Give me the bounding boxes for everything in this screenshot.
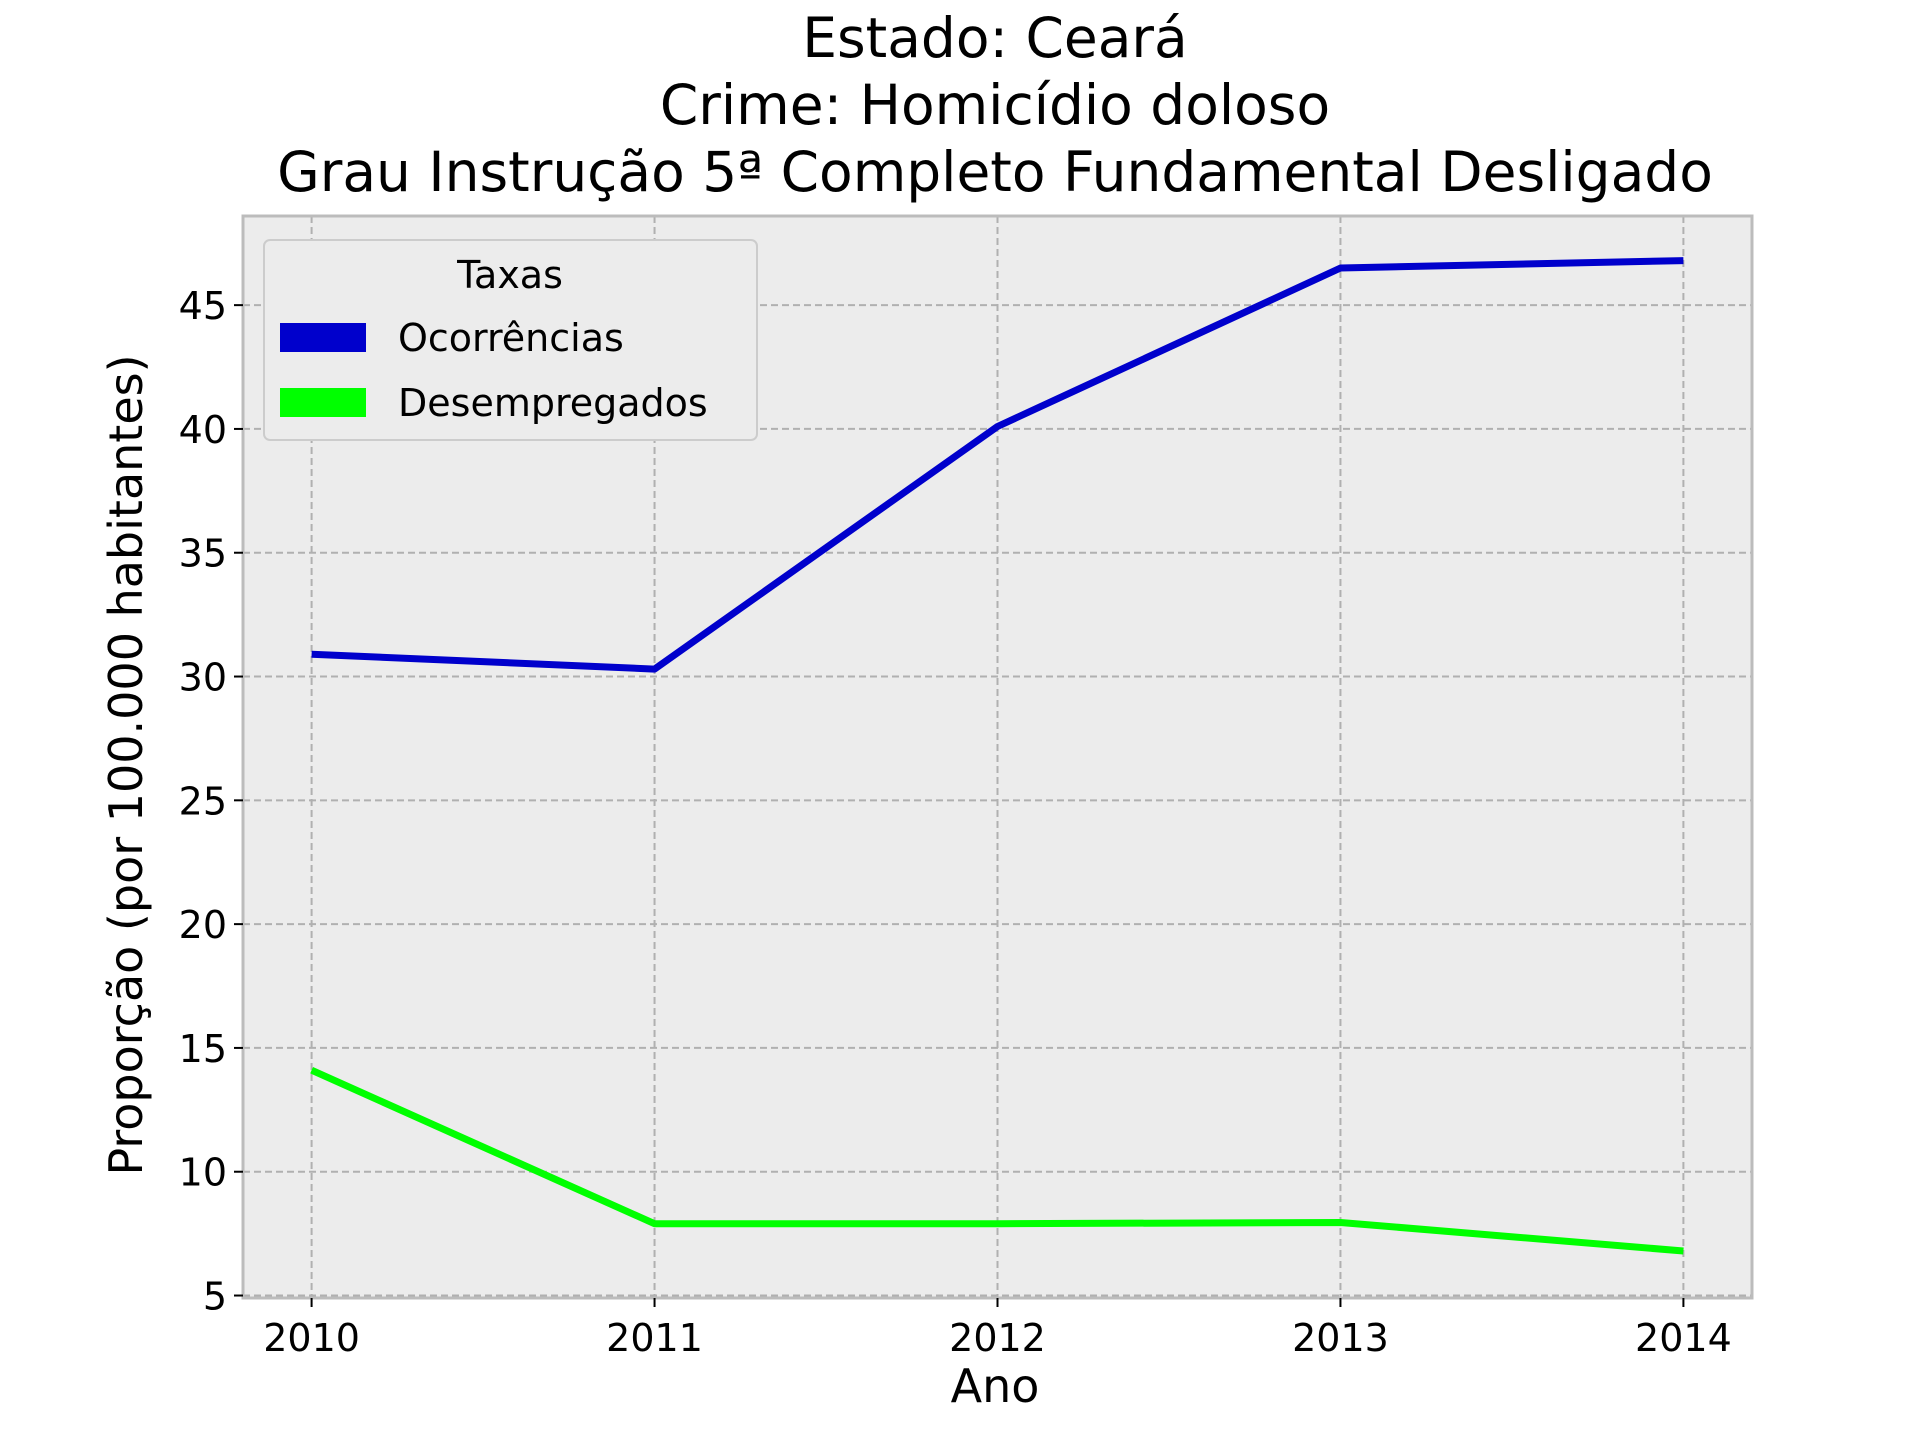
x-tick-label: 2014 (1635, 1316, 1732, 1360)
y-tick-label: 10 (179, 1151, 227, 1195)
x-tick-label: 2010 (263, 1316, 360, 1360)
title-line-2: Crime: Homicídio doloso (660, 73, 1330, 137)
chart-title: Estado: Ceará Crime: Homicídio doloso Gr… (277, 6, 1713, 204)
axis-ticks: 2010 2011 2012 2013 2014 5 10 15 20 25 30 35 40 45 (179, 284, 1732, 1360)
x-tick-label: 2012 (949, 1316, 1046, 1360)
series-line-ocorrencias (311, 257, 1684, 673)
legend-label-desempregados: Desempregados (398, 381, 708, 425)
x-tick-label: 2013 (1292, 1316, 1389, 1360)
legend-box (263, 239, 758, 441)
series-line-desempregados (310, 1067, 1684, 1255)
x-axis-label: Ano (951, 1359, 1040, 1413)
y-tick-label: 5 (203, 1275, 227, 1319)
legend-label-ocorrencias: Ocorrências (398, 316, 624, 360)
y-tick-label: 25 (179, 779, 227, 823)
legend-swatch-ocorrencias (280, 323, 366, 352)
legend: Taxas Ocorrências Desempregados (263, 239, 758, 441)
y-tick-label: 30 (179, 656, 227, 700)
y-tick-label: 45 (179, 284, 227, 328)
series-lines (310, 257, 1684, 1255)
legend-title: Taxas (456, 253, 563, 297)
y-tick-label: 35 (179, 532, 227, 576)
x-tick-label: 2011 (606, 1316, 703, 1360)
title-line-1: Estado: Ceará (802, 6, 1188, 70)
title-line-3: Grau Instrução 5ª Completo Fundamental D… (277, 140, 1713, 204)
legend-swatch-desempregados (280, 388, 366, 417)
y-axis-label: Proporção (por 100.000 habitantes) (99, 354, 153, 1175)
y-tick-label: 40 (179, 408, 227, 452)
y-tick-label: 20 (179, 903, 227, 947)
y-tick-label: 15 (179, 1027, 227, 1071)
